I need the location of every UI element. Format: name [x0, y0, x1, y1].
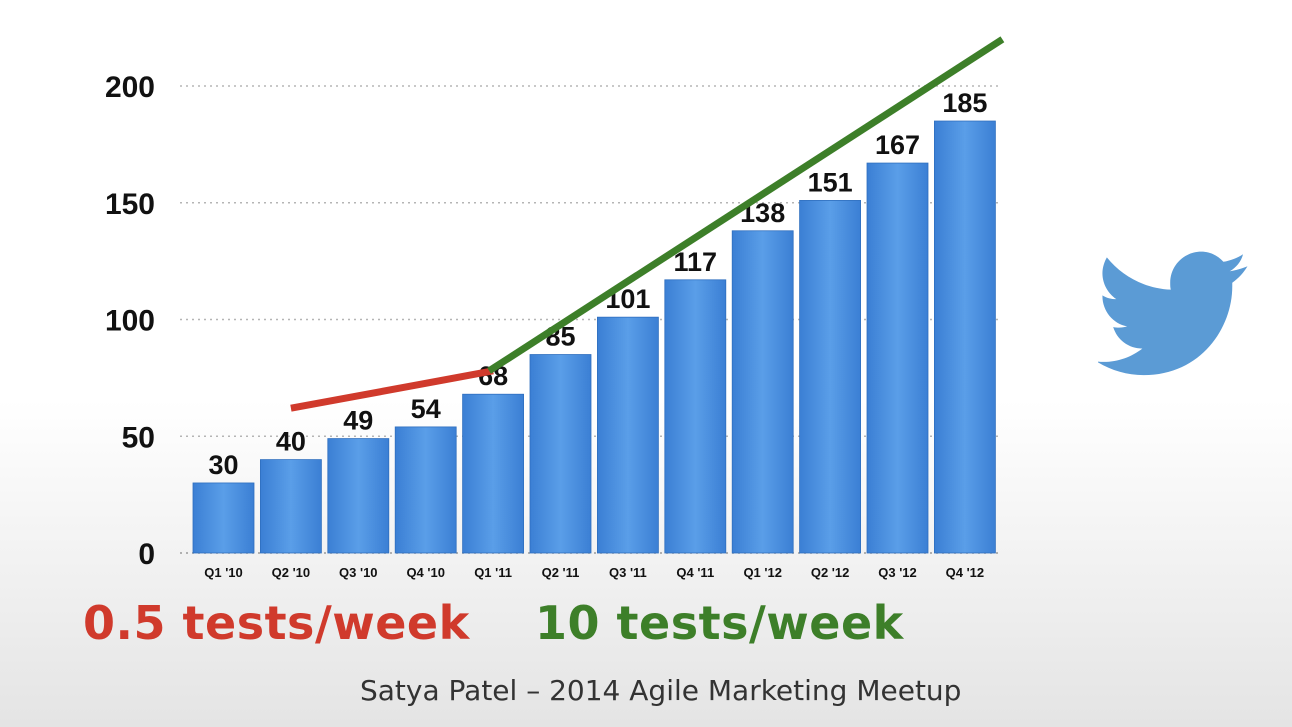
- bar: [462, 393, 525, 554]
- x-tick-label: Q4 '10: [406, 565, 445, 580]
- data-label: 185: [942, 88, 987, 118]
- y-tick-label: 0: [138, 538, 155, 571]
- data-label: 151: [808, 167, 853, 197]
- trend-line: [290, 367, 494, 412]
- caption-slow-rate: 0.5 tests/week: [83, 596, 470, 650]
- x-tick-label: Q2 '10: [272, 565, 311, 580]
- bar: [934, 120, 996, 554]
- data-label: 40: [276, 427, 306, 457]
- data-label: 54: [411, 394, 441, 424]
- x-axis-labels: Q1 '10 Q2 '10 Q3 '10 Q4 '10 Q1 '11 Q2 '11 Q3 '…: [204, 565, 984, 580]
- bar: [259, 459, 322, 554]
- x-tick-label: Q3 '10: [339, 565, 378, 580]
- bar: [529, 354, 592, 554]
- trend-line: [487, 36, 1005, 374]
- bar: [597, 316, 659, 554]
- y-tick-label: 50: [122, 421, 155, 454]
- trend-lines: [290, 36, 1005, 412]
- credit-line: Satya Patel – 2014 Agile Marketing Meetu…: [360, 674, 962, 707]
- data-label: 49: [343, 406, 373, 436]
- x-tick-label: Q3 '11: [609, 565, 647, 580]
- data-label: 167: [875, 130, 920, 160]
- bar: [731, 230, 794, 554]
- x-tick-label: Q4 '12: [946, 565, 985, 580]
- x-tick-label: Q1 '10: [204, 565, 243, 580]
- twitter-bird-icon: [1098, 251, 1248, 376]
- bar: [866, 162, 929, 554]
- x-tick-label: Q2 '11: [542, 565, 580, 580]
- bar: [664, 279, 727, 554]
- x-tick-label: Q1 '12: [743, 565, 782, 580]
- bar: [192, 482, 255, 554]
- x-tick-label: Q4 '11: [676, 565, 714, 580]
- y-tick-label: 100: [105, 305, 155, 338]
- x-tick-label: Q3 '12: [878, 565, 917, 580]
- bar: [799, 200, 861, 554]
- bars: [192, 120, 996, 554]
- y-tick-label: 150: [105, 188, 155, 221]
- y-tick-label: 200: [105, 71, 155, 104]
- x-tick-label: Q2 '12: [811, 565, 850, 580]
- data-label: 30: [208, 450, 238, 480]
- data-label: 117: [674, 247, 718, 277]
- caption-fast-rate: 10 tests/week: [535, 596, 904, 650]
- x-tick-label: Q1 '11: [474, 565, 512, 580]
- bar: [327, 438, 390, 554]
- y-axis-ticks: 0 50 100 150 200: [105, 71, 155, 571]
- bar: [394, 426, 457, 554]
